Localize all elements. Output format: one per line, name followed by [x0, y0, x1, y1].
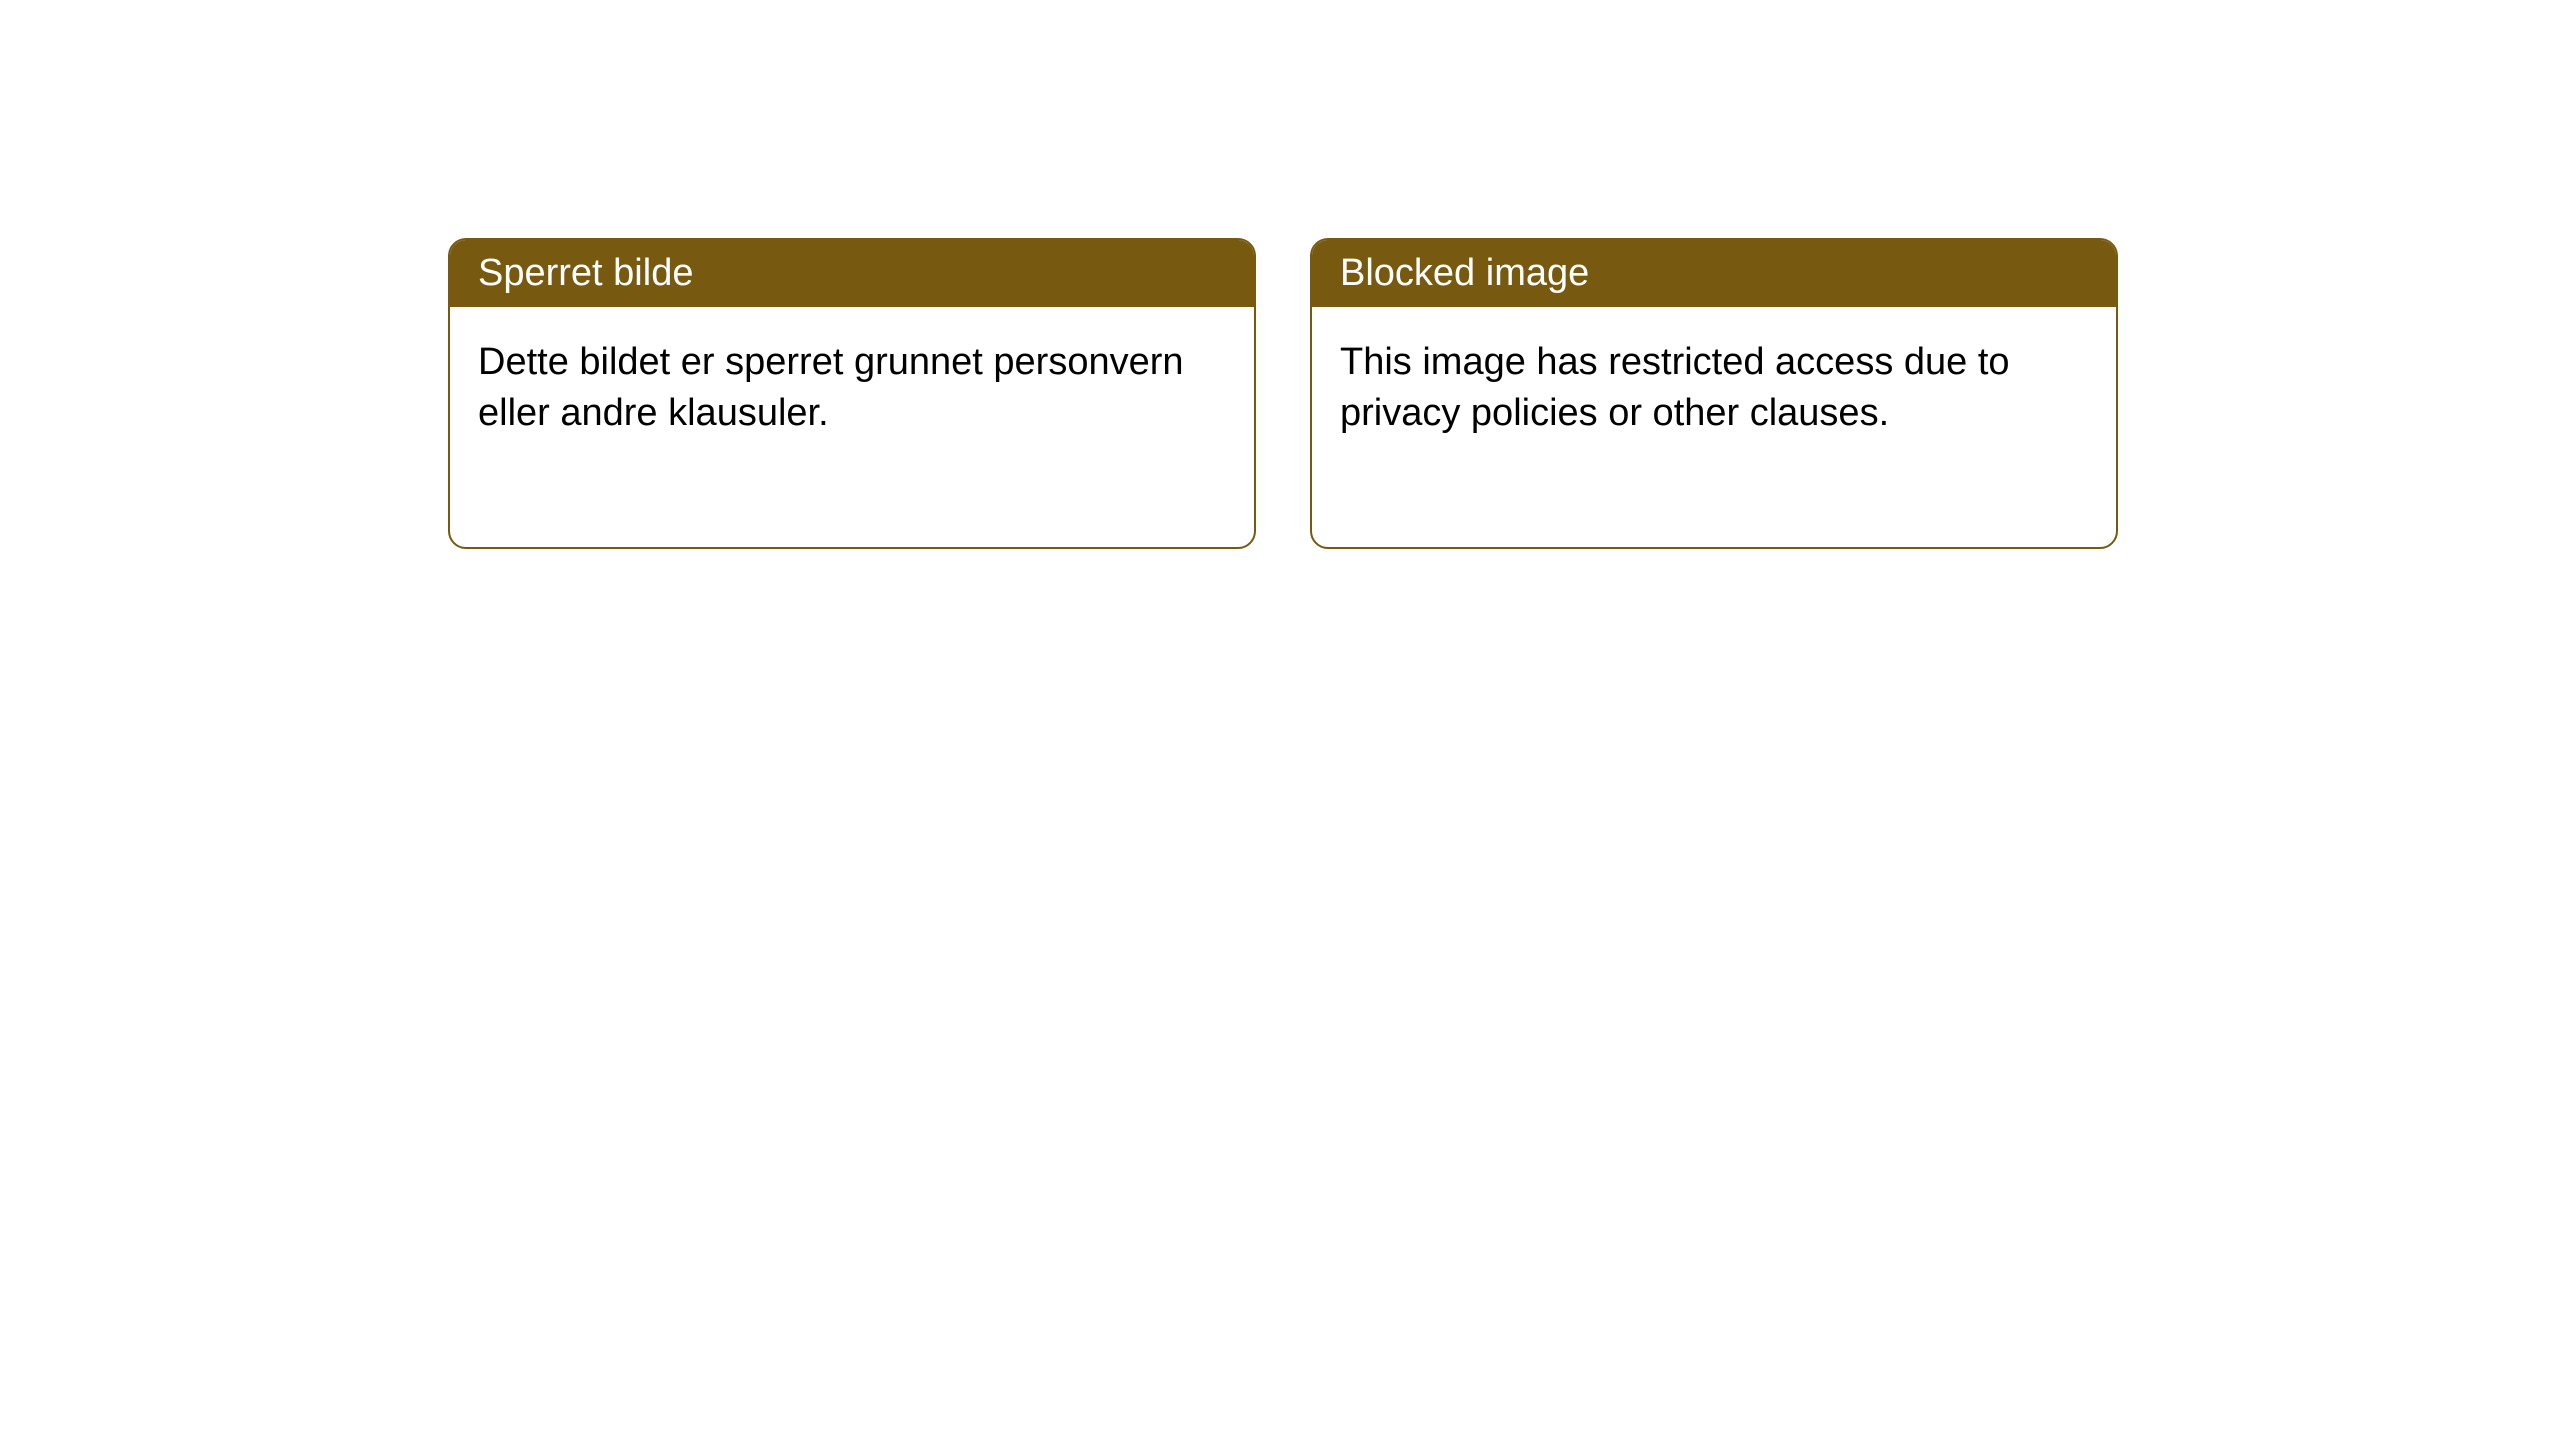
notice-body: Dette bildet er sperret grunnet personve…: [450, 307, 1254, 547]
notice-header: Sperret bilde: [450, 240, 1254, 307]
notice-header: Blocked image: [1312, 240, 2116, 307]
notice-card-norwegian: Sperret bilde Dette bildet er sperret gr…: [448, 238, 1256, 549]
notice-cards-container: Sperret bilde Dette bildet er sperret gr…: [0, 0, 2560, 549]
notice-body: This image has restricted access due to …: [1312, 307, 2116, 547]
notice-card-english: Blocked image This image has restricted …: [1310, 238, 2118, 549]
